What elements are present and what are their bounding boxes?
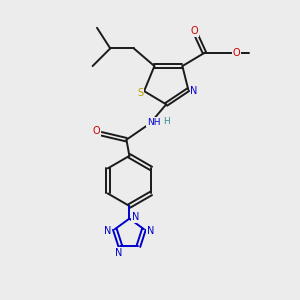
Text: N: N bbox=[104, 226, 111, 236]
Text: NH: NH bbox=[147, 118, 160, 127]
Text: N: N bbox=[115, 248, 123, 258]
Text: S: S bbox=[137, 88, 144, 98]
Text: H: H bbox=[163, 117, 169, 126]
Text: O: O bbox=[232, 48, 240, 58]
Text: O: O bbox=[190, 26, 198, 36]
Text: N: N bbox=[147, 226, 154, 236]
Text: N: N bbox=[132, 212, 140, 222]
Text: O: O bbox=[92, 126, 100, 136]
Text: N: N bbox=[190, 86, 198, 96]
